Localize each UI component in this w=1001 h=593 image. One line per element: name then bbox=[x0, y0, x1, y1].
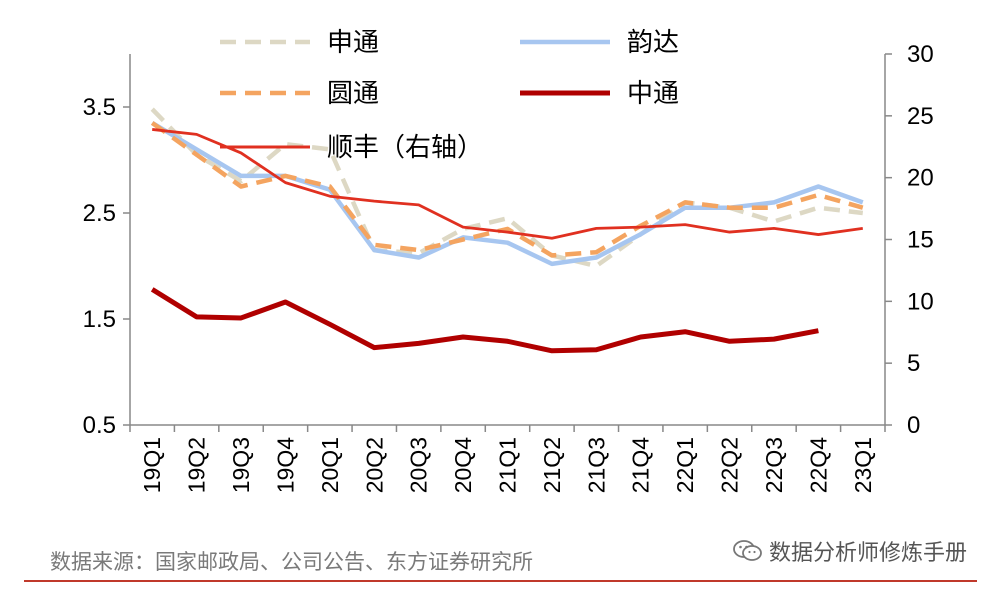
series-line-1 bbox=[151, 120, 864, 267]
legend-label: 韵达 bbox=[627, 28, 679, 58]
x-tick-label: 22Q4 bbox=[805, 437, 831, 493]
legend-label: 申通 bbox=[327, 28, 379, 58]
right-tick-label: 15 bbox=[907, 227, 934, 254]
x-tick-label: 21Q1 bbox=[495, 437, 521, 493]
axes: 3.5 2.5 1.5 0.5 30 25 20 15 10 5 0 19Q1 19Q2 19Q3 19Q4… bbox=[83, 41, 934, 493]
left-tick-label: 1.5 bbox=[83, 306, 116, 333]
x-tick-label: 21Q2 bbox=[539, 437, 565, 493]
watermark: 数据分析师修炼手册 bbox=[733, 535, 967, 567]
x-tick-label: 22Q1 bbox=[672, 437, 698, 493]
x-tick-label: 20Q4 bbox=[450, 437, 476, 493]
x-tick-label: 21Q4 bbox=[628, 437, 654, 493]
x-tick-label: 23Q1 bbox=[850, 437, 876, 493]
x-tick-label: 19Q4 bbox=[272, 437, 298, 493]
series-line-2 bbox=[150, 121, 864, 258]
source-note: 数据来源：国家邮政局、公司公告、东方证券研究所 bbox=[50, 550, 533, 574]
x-tick-label: 20Q2 bbox=[361, 437, 387, 493]
x-tick-label: 20Q3 bbox=[406, 437, 432, 493]
left-tick-label: 3.5 bbox=[83, 94, 116, 121]
wechat-icon bbox=[733, 539, 763, 563]
right-tick-label: 0 bbox=[907, 412, 920, 439]
x-tick-label: 22Q3 bbox=[761, 437, 787, 493]
right-tick-label: 30 bbox=[907, 41, 934, 68]
x-tick-label: 19Q3 bbox=[228, 437, 254, 493]
legend-label: 顺丰（右轴） bbox=[327, 133, 483, 163]
series-line-4 bbox=[152, 128, 863, 240]
x-tick-label: 19Q2 bbox=[184, 437, 210, 493]
right-tick-label: 10 bbox=[907, 288, 934, 315]
legend-label: 圆通 bbox=[327, 79, 379, 109]
x-tick-label: 19Q1 bbox=[139, 437, 165, 493]
x-tick-label: 21Q3 bbox=[583, 437, 609, 493]
right-tick-label: 20 bbox=[907, 165, 934, 192]
right-tick-label: 25 bbox=[907, 103, 934, 130]
x-tick-label: 22Q2 bbox=[717, 437, 743, 493]
bottom-rule bbox=[24, 580, 977, 582]
watermark-text: 数据分析师修炼手册 bbox=[768, 541, 967, 566]
left-tick-label: 2.5 bbox=[83, 200, 116, 227]
series-layer bbox=[150, 107, 864, 354]
legend-label: 中通 bbox=[627, 79, 679, 109]
x-tick-label: 20Q1 bbox=[317, 437, 343, 493]
left-tick-label: 0.5 bbox=[83, 412, 116, 439]
series-line-0 bbox=[150, 107, 864, 269]
right-tick-label: 5 bbox=[907, 350, 920, 377]
series-line-3 bbox=[150, 287, 819, 354]
